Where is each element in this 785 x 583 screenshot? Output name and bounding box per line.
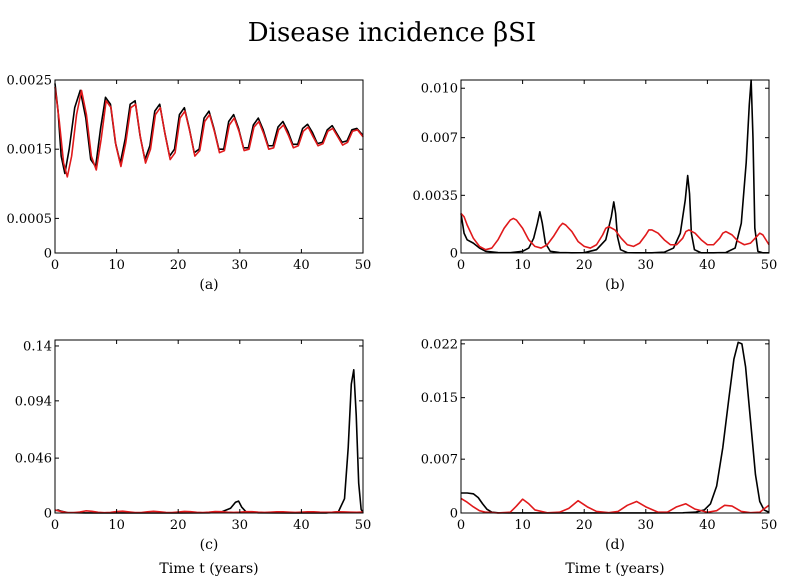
x-tick-label-c: 30 — [232, 518, 249, 533]
plot-frame-c — [54, 339, 364, 514]
x-tick-label-c: 20 — [170, 518, 187, 533]
y-tick-label-c: 0 — [44, 507, 52, 522]
y-tick-label-c: 0.094 — [15, 394, 52, 409]
panel-caption-c: (c) — [200, 537, 219, 553]
series-line-black-c — [54, 369, 364, 514]
y-tick-label-a: 0 — [44, 247, 52, 262]
panel-caption-b: (b) — [605, 277, 625, 293]
x-tick-label-b: 30 — [638, 258, 655, 273]
y-tick-label-a: 0.0025 — [7, 74, 53, 89]
x-tick-label-a: 30 — [232, 258, 249, 273]
x-tick-label-b: 20 — [576, 258, 593, 273]
y-tick-label-b: 0.007 — [421, 131, 458, 146]
x-tick-label-c: 50 — [355, 518, 372, 533]
plot-frame-a — [54, 79, 364, 254]
y-tick-label-d: 0.015 — [421, 391, 458, 406]
plot-frame-b — [460, 79, 770, 254]
y-tick-label-d: 0.007 — [421, 453, 458, 468]
x-tick-label-a: 10 — [108, 258, 125, 273]
y-tick-label-d: 0 — [450, 507, 458, 522]
y-tick-label-a: 0.0015 — [7, 143, 53, 158]
x-axis-label-left: Time t (years) — [159, 561, 258, 577]
x-tick-label-a: 40 — [293, 258, 310, 273]
y-tick-label-b: 0.0035 — [413, 189, 459, 204]
plot-frame-d — [460, 339, 770, 514]
series-line-red-c — [54, 509, 364, 514]
y-tick-label-a: 0.0005 — [7, 212, 53, 227]
panel-d: 0 10 20 30 40 50 0 0.007 0.015 0.022 (d) — [421, 337, 777, 553]
x-tick-label-d: 0 — [457, 518, 465, 533]
series-line-black-b — [460, 79, 769, 254]
panel-c: 0 10 20 30 40 50 0 0.046 0.094 0.14 (c) — [15, 339, 371, 553]
y-tick-label-c: 0.14 — [23, 339, 52, 354]
panel-caption-a: (a) — [199, 277, 218, 293]
series-line-red-d — [460, 497, 770, 514]
x-axis-label-right: Time t (years) — [565, 561, 664, 577]
x-tick-label-c: 0 — [51, 518, 59, 533]
panel-a: 0 10 20 30 40 50 0 0.0005 0.0015 0.0025 (a) — [7, 74, 372, 294]
x-tick-label-b: 10 — [514, 258, 531, 273]
x-tick-label-d: 30 — [638, 518, 655, 533]
x-tick-label-c: 40 — [293, 518, 310, 533]
panel-b: 0 10 20 30 40 50 0 0.0035 0.007 0.010 (b) — [413, 79, 778, 293]
y-tick-label-b: 0 — [450, 247, 458, 262]
y-tick-label-c: 0.046 — [15, 452, 52, 467]
x-tick-label-d: 10 — [514, 518, 531, 533]
x-tick-label-a: 50 — [355, 258, 372, 273]
figure-title: Disease incidence βSI — [248, 18, 536, 48]
x-tick-label-b: 0 — [457, 258, 465, 273]
x-tick-label-c: 10 — [108, 518, 125, 533]
x-tick-label-a: 20 — [170, 258, 187, 273]
x-tick-label-d: 50 — [761, 518, 778, 533]
series-line-black-d — [461, 341, 770, 514]
x-tick-label-b: 40 — [699, 258, 716, 273]
y-tick-label-d: 0.022 — [421, 337, 458, 352]
series-line-red-b — [460, 212, 770, 251]
series-line-red-a — [54, 86, 364, 178]
x-tick-label-a: 0 — [51, 258, 59, 273]
series-line-black-a — [54, 83, 364, 175]
panel-caption-d: (d) — [605, 537, 625, 553]
y-tick-label-b: 0.010 — [421, 82, 458, 97]
x-tick-label-d: 40 — [699, 518, 716, 533]
x-tick-label-d: 20 — [576, 518, 593, 533]
x-tick-label-b: 50 — [761, 258, 778, 273]
